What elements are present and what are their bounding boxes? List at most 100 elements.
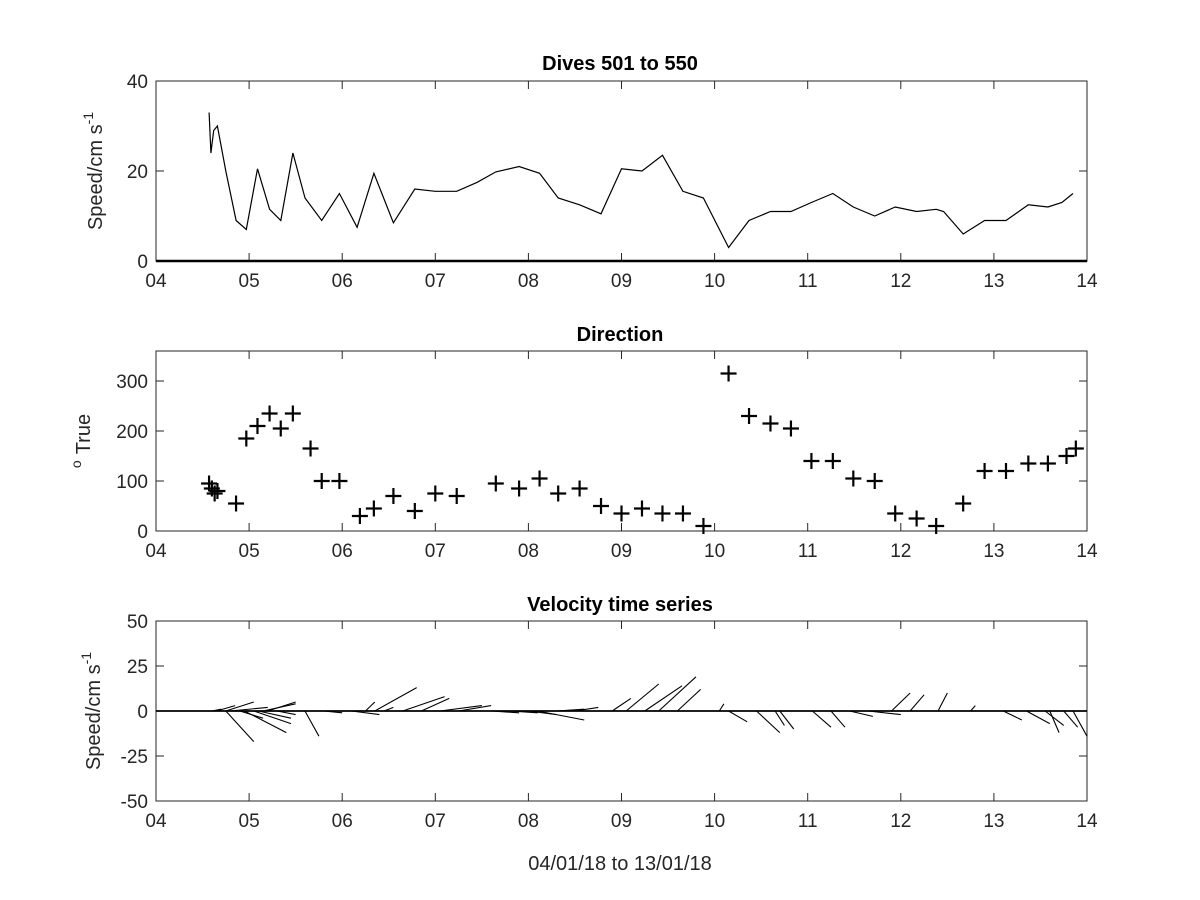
velocity-xtick-label: 09 — [611, 811, 632, 832]
velocity-xtick-label: 13 — [983, 811, 1004, 832]
speed-ytick-label: 40 — [127, 72, 148, 93]
direction-point — [206, 485, 223, 502]
speed-panel: Dives 501 to 550 Speed/cm s-1 04 05 06 07 08… — [80, 53, 1098, 292]
velocity-stick — [779, 710, 795, 730]
velocity-stick — [383, 706, 394, 712]
direction-point — [209, 483, 226, 499]
direction-xtick-label: 11 — [798, 541, 818, 562]
velocity-stick — [374, 687, 417, 712]
direction-point — [720, 365, 737, 382]
direction-point — [313, 473, 330, 489]
velocity-stick — [421, 697, 450, 712]
direction-point — [331, 473, 348, 489]
velocity-panel-title: Velocity time series — [527, 594, 713, 616]
speed-ytick-label: 0 — [137, 252, 148, 273]
velocity-xtick-label: 11 — [798, 811, 818, 832]
direction-point — [1067, 440, 1084, 457]
velocity-stick — [756, 710, 781, 734]
velocity-stick — [774, 710, 785, 726]
speed-series-line — [208, 112, 1074, 249]
velocity-xtick-label: 08 — [518, 811, 539, 832]
direction-point — [674, 505, 691, 522]
direction-point — [887, 505, 904, 522]
velocity-stick — [970, 705, 976, 712]
direction-point — [228, 495, 245, 512]
velocity-stick — [676, 688, 702, 712]
velocity-stick — [351, 710, 380, 716]
velocity-stick — [909, 694, 925, 712]
velocity-stick — [267, 701, 296, 712]
velocity-stick — [216, 705, 236, 712]
velocity-xtick-label: 07 — [425, 811, 446, 832]
velocity-stick — [1026, 710, 1051, 725]
velocity-stick — [611, 697, 632, 712]
speed-ytick-label: 20 — [127, 162, 148, 183]
velocity-stick — [718, 703, 725, 712]
velocity-stick — [225, 701, 254, 712]
direction-point — [448, 488, 465, 504]
direction-point — [385, 488, 402, 504]
velocity-stick — [937, 692, 948, 712]
direction-point — [845, 470, 862, 487]
direction-point — [487, 475, 504, 492]
velocity-stick — [1063, 710, 1079, 728]
velocity-xtick-label: 06 — [332, 811, 353, 832]
velocity-xtick-label: 05 — [239, 811, 260, 832]
direction-point — [550, 485, 567, 502]
direction-point — [955, 495, 972, 512]
direction-xtick-label: 04 — [145, 541, 167, 562]
velocity-stick — [811, 710, 832, 728]
direction-point — [365, 500, 382, 517]
direction-point — [284, 405, 301, 422]
speed-panel-title: Dives 501 to 550 — [542, 53, 698, 75]
velocity-stick — [304, 710, 320, 737]
velocity-stick — [537, 710, 585, 721]
direction-panel-ylabel-text: True — [73, 414, 95, 454]
velocity-stick — [556, 708, 585, 712]
direction-xtick-label: 06 — [332, 541, 353, 562]
direction-point — [427, 485, 444, 502]
speed-xtick-label: 04 — [145, 271, 167, 292]
velocity-xtick-label: 04 — [145, 811, 167, 832]
direction-ytick-label: 200 — [116, 422, 148, 443]
direction-point — [593, 498, 610, 514]
velocity-stick — [458, 705, 492, 712]
speed-xtick-label: 11 — [798, 271, 818, 292]
direction-point — [633, 500, 650, 517]
velocity-stick — [323, 710, 343, 714]
velocity-stick — [276, 710, 296, 716]
velocity-stick — [402, 696, 445, 712]
speed-xtick-label: 09 — [611, 271, 632, 292]
velocity-stick — [253, 710, 292, 725]
direction-xtick-label: 13 — [983, 541, 1004, 562]
direction-point — [272, 420, 289, 437]
direction-ytick-label: 100 — [116, 472, 148, 493]
direction-panel-ylabel-prefix: o — [68, 460, 84, 468]
direction-ytick-label: 0 — [137, 522, 148, 543]
direction-point — [654, 505, 671, 522]
speed-xtick-label: 12 — [890, 271, 911, 292]
velocity-panel: Velocity time series Speed/cm s-1 04 05 06… — [78, 594, 1098, 832]
velocity-xtick-label: 14 — [1076, 811, 1098, 832]
speed-xtick-label: 07 — [425, 271, 446, 292]
velocity-ytick-label: 25 — [127, 657, 148, 678]
speed-xtick-label: 08 — [518, 271, 539, 292]
velocity-panel-ylabel: Speed/cm s-1 — [78, 652, 105, 770]
velocity-stick — [1072, 710, 1088, 737]
speed-xtick-label: 05 — [239, 271, 260, 292]
direction-point — [908, 510, 925, 527]
direction-point — [571, 480, 588, 497]
direction-xtick-label: 05 — [239, 541, 260, 562]
velocity-stick — [211, 708, 222, 712]
velocity-stick — [1002, 710, 1023, 721]
direction-point — [531, 470, 548, 487]
direction-point — [613, 505, 630, 522]
velocity-ytick-label: 0 — [137, 702, 148, 723]
velocity-stick — [658, 676, 697, 712]
speed-xtick-label: 06 — [332, 271, 353, 292]
velocity-panel-ylabel-text: Speed/cm s — [83, 664, 105, 770]
velocity-stick — [868, 710, 901, 716]
velocity-panel-ylabel-sup: -1 — [78, 652, 94, 665]
direction-point — [1039, 455, 1056, 472]
